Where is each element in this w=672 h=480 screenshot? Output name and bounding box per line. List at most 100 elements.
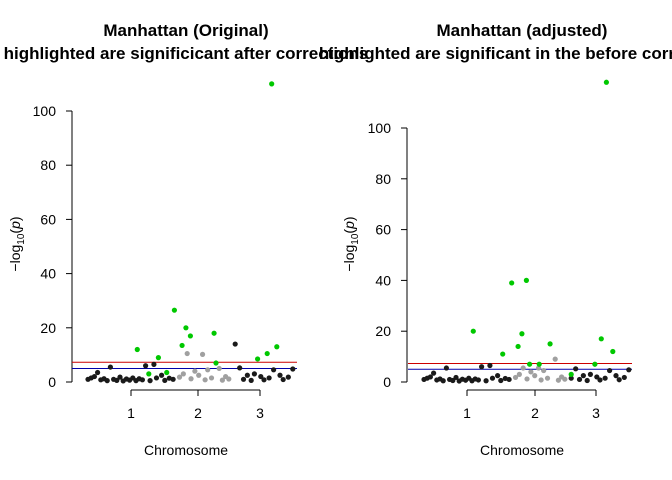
highlighted-snp-point bbox=[155, 355, 161, 361]
highlighted-snp-point bbox=[164, 369, 170, 376]
snp-point bbox=[277, 372, 283, 378]
snp-point bbox=[290, 366, 296, 372]
snp-point bbox=[616, 377, 622, 383]
x-axis-label: Chromosome bbox=[144, 442, 228, 458]
snp-point bbox=[576, 376, 583, 383]
highlighted-snp-point bbox=[213, 360, 219, 366]
y-tick-label: 20 bbox=[375, 323, 391, 339]
snp-point bbox=[261, 377, 267, 383]
snp-point bbox=[117, 374, 123, 380]
snp-point bbox=[453, 374, 459, 381]
snp-point bbox=[280, 376, 286, 383]
snp-point bbox=[114, 377, 120, 383]
y-tick-label: 40 bbox=[375, 272, 391, 288]
snp-point bbox=[151, 361, 157, 367]
highlighted-snp-point bbox=[536, 361, 542, 367]
snp-point bbox=[498, 377, 504, 384]
snp-point bbox=[199, 351, 206, 357]
highlighted-snp-point bbox=[134, 346, 140, 353]
x-tick-label: 3 bbox=[256, 405, 264, 421]
highlighted-snp-point bbox=[500, 351, 506, 357]
snp-point bbox=[226, 376, 232, 382]
y-tick-label: 0 bbox=[383, 374, 391, 390]
snp-point bbox=[159, 372, 165, 378]
snp-point bbox=[107, 364, 113, 370]
snp-point bbox=[532, 373, 538, 379]
svg-text:−log10(p): −log10(p) bbox=[341, 216, 361, 271]
highlighted-snp-point bbox=[179, 342, 185, 349]
snp-point bbox=[440, 378, 446, 384]
highlighted-snp-point bbox=[187, 333, 193, 339]
snp-point bbox=[205, 367, 211, 373]
snp-point bbox=[143, 363, 149, 369]
snp-point bbox=[541, 367, 547, 374]
highlighted-snp-point bbox=[515, 343, 521, 350]
snp-point bbox=[180, 371, 186, 377]
snp-point bbox=[512, 374, 519, 381]
x-tick-label: 3 bbox=[592, 405, 600, 421]
snp-point bbox=[271, 367, 277, 373]
highlighted-snp-point bbox=[603, 79, 610, 85]
snp-point bbox=[170, 376, 176, 382]
y-axis-label: −log10(p) bbox=[7, 216, 27, 271]
y-tick-label: 60 bbox=[40, 211, 56, 227]
highlighted-snp-point bbox=[146, 371, 152, 377]
snp-point bbox=[427, 374, 433, 380]
snp-point bbox=[520, 365, 526, 371]
highlighted-snp-point bbox=[274, 344, 280, 350]
snp-point bbox=[208, 375, 215, 381]
plot-area: 0 20 40 60 80 100 1 2 3 bbox=[33, 81, 297, 421]
snp-point bbox=[573, 366, 579, 372]
svg-text:−log10(p): −log10(p) bbox=[7, 216, 27, 271]
snp-point bbox=[495, 373, 501, 379]
snp-point bbox=[475, 377, 481, 383]
snp-point bbox=[607, 367, 613, 374]
highlighted-snp-point bbox=[568, 371, 574, 377]
highlighted-snp-point bbox=[171, 307, 177, 313]
snp-point bbox=[613, 373, 619, 379]
plot-area: 0 20 40 60 80 100 1 2 3 bbox=[368, 79, 632, 421]
snp-point bbox=[251, 371, 257, 377]
highlighted-snp-point bbox=[264, 350, 270, 357]
snp-point bbox=[431, 370, 437, 376]
snp-point bbox=[602, 375, 608, 381]
highlighted-snp-point bbox=[183, 325, 189, 331]
y-tick-label: 80 bbox=[375, 171, 391, 187]
highlighted-snp-point bbox=[598, 336, 604, 342]
snp-point bbox=[479, 364, 485, 370]
panel-title: Manhattan (Original) bbox=[103, 21, 268, 40]
y-tick-label: 40 bbox=[40, 266, 56, 282]
snp-point bbox=[266, 375, 272, 381]
snp-point bbox=[237, 365, 243, 371]
x-tick-label: 1 bbox=[127, 405, 135, 421]
manhattan-original-panel: Manhattan (Original) highlighted are sig… bbox=[4, 21, 369, 458]
y-tick-label: 100 bbox=[368, 120, 392, 136]
highlighted-snp-point bbox=[211, 330, 217, 336]
highlighted-snp-point bbox=[592, 361, 598, 367]
snp-point bbox=[626, 367, 632, 373]
snp-point bbox=[162, 377, 168, 383]
highlighted-snp-point bbox=[547, 341, 553, 347]
snp-point bbox=[95, 369, 101, 376]
snp-point bbox=[258, 373, 264, 380]
highlighted-snp-point bbox=[509, 280, 515, 286]
y-tick-label: 80 bbox=[40, 157, 56, 173]
panel-title: Manhattan (adjusted) bbox=[437, 21, 608, 40]
snp-point bbox=[489, 375, 496, 381]
snp-point bbox=[524, 376, 530, 382]
y-tick-label: 100 bbox=[33, 103, 57, 119]
snp-point bbox=[487, 362, 493, 369]
snp-point bbox=[91, 373, 97, 380]
snp-point bbox=[555, 377, 562, 383]
snp-point bbox=[516, 371, 522, 377]
snp-point bbox=[552, 356, 558, 362]
y-tick-label: 0 bbox=[48, 374, 56, 390]
snp-point bbox=[621, 374, 627, 381]
snp-point bbox=[104, 378, 110, 384]
x-axis-label: Chromosome bbox=[480, 442, 564, 458]
x-tick-label: 2 bbox=[194, 405, 202, 421]
snp-point bbox=[184, 350, 190, 357]
y-axis-label: −log10(p) bbox=[341, 216, 361, 271]
highlighted-snp-point bbox=[269, 81, 275, 87]
